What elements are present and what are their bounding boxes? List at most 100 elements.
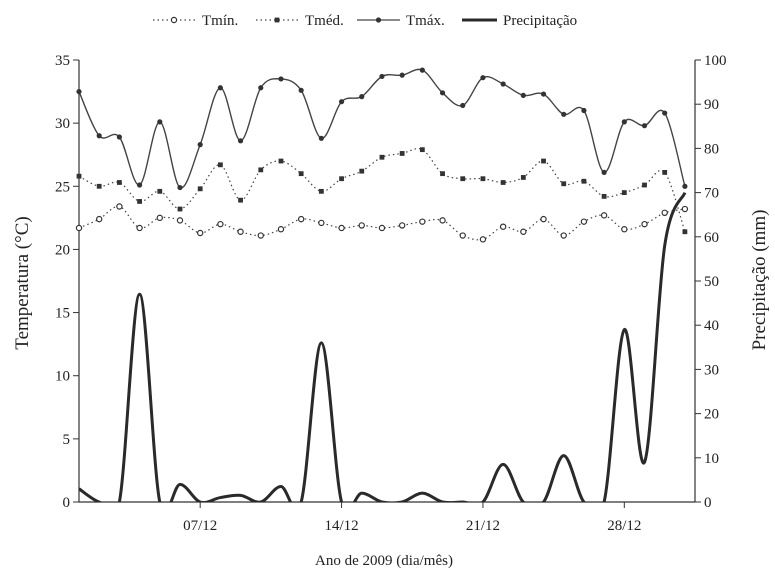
tmin-point: [520, 228, 527, 235]
y-tick-label: 20: [55, 242, 70, 258]
tmax-point: [460, 102, 466, 109]
y-tick-label: 35: [55, 53, 70, 69]
tmax-point: [439, 90, 446, 96]
tmin-point: [196, 229, 204, 237]
y2-tick-label: 80: [704, 141, 719, 157]
tmax-point: [480, 75, 486, 81]
tmin-point: [338, 224, 345, 232]
tmed-point: [217, 162, 223, 168]
tmin-point: [621, 226, 628, 233]
y2-tick-label: 90: [704, 97, 719, 113]
tmin-point: [580, 218, 588, 225]
tmax-point: [520, 92, 526, 98]
tmed-point: [238, 197, 243, 203]
y-axis-title: Temperatura (°C): [12, 216, 33, 349]
tmed-point: [440, 171, 445, 177]
x-tick-label: 14/12: [324, 518, 358, 534]
tmin-point: [136, 224, 143, 232]
y-tick-label: 15: [55, 306, 70, 322]
legend-label: Tmín.: [202, 13, 238, 29]
tmed-point: [621, 190, 627, 195]
tmax-point: [419, 67, 425, 73]
tmed-point: [480, 176, 486, 182]
tmax-point: [217, 85, 223, 91]
tmax-point: [662, 110, 668, 116]
tmin-point: [176, 217, 184, 224]
tmax-point: [278, 76, 284, 82]
tmax-point: [581, 107, 587, 114]
tmin-point: [297, 215, 305, 223]
axes-layer: 0 5 10 15 20 25 30 35 0 10 20 30 40 50 60 70 80 90 100 07/1…: [55, 53, 727, 534]
tmin-point: [641, 220, 648, 228]
tmed-point: [96, 183, 102, 189]
tmed-point: [177, 206, 183, 212]
y2-tick-label: 0: [704, 495, 712, 511]
tmax-point: [621, 119, 627, 125]
tmin-point: [479, 236, 487, 243]
tmax-point: [399, 72, 405, 78]
tmax-point: [379, 73, 385, 80]
tmax-point: [237, 138, 244, 144]
tmed-point: [76, 173, 82, 179]
y-tick-label: 30: [55, 116, 70, 132]
legend-marker: [375, 17, 382, 23]
tmed-point: [399, 151, 405, 156]
tmin-point: [318, 219, 325, 227]
tmax-point: [561, 111, 567, 117]
tmax-point: [76, 88, 82, 95]
tmed-point: [137, 199, 142, 204]
series-3: [76, 67, 688, 191]
tmax-point: [682, 183, 688, 189]
series-line: [78, 68, 686, 189]
tmin-point: [398, 222, 406, 229]
tmin-point: [257, 232, 264, 239]
tmax-point: [338, 99, 345, 105]
tmax-point: [197, 142, 203, 148]
tmed-point: [278, 158, 284, 164]
tmed-point: [601, 193, 607, 199]
series-1: [75, 203, 689, 243]
tmin-point: [499, 223, 507, 230]
tmed-point: [561, 181, 567, 187]
tmax-point: [500, 81, 506, 87]
legend: Tmín. Tméd. Tmáx. Precipitação: [153, 13, 577, 29]
y2-tick-label: 70: [704, 186, 719, 202]
tmax-point: [641, 123, 648, 129]
tmed-point: [318, 188, 324, 194]
tmax-point: [359, 94, 365, 100]
tmin-point: [217, 220, 224, 228]
series-2: [76, 147, 688, 235]
tmin-point: [358, 222, 365, 229]
legend-item-3: Tmáx.: [357, 13, 445, 29]
tmax-point: [601, 169, 607, 175]
tmax-point: [96, 133, 102, 139]
tmed-point: [116, 180, 122, 185]
x-tick-label: 21/12: [466, 518, 500, 534]
tmin-point: [116, 203, 123, 210]
legend-marker: [274, 17, 280, 23]
tmin-point: [75, 224, 83, 232]
tmed-point: [339, 176, 344, 182]
tmed-point: [419, 147, 425, 153]
tmax-point: [318, 135, 324, 141]
y-tick-label: 25: [55, 179, 70, 195]
tmin-point: [560, 232, 567, 239]
tmed-point: [258, 167, 264, 173]
y2-tick-label: 50: [704, 274, 719, 290]
legend-marker: [170, 16, 178, 24]
tmin-point: [661, 209, 668, 217]
tmax-point: [177, 184, 183, 191]
tmed-point: [581, 178, 587, 184]
plot-frame: [78, 60, 696, 503]
tmed-point: [460, 176, 466, 182]
tmin-point: [156, 214, 163, 222]
y2-tick-label: 100: [704, 53, 727, 69]
y2-tick-label: 10: [704, 451, 719, 467]
legend-label: Precipitação: [503, 13, 577, 29]
tmax-point: [540, 91, 547, 97]
legend-label: Tméd.: [305, 13, 344, 29]
y2-tick-label: 40: [704, 318, 719, 334]
legend-item-2: Tméd.: [256, 13, 344, 29]
tmed-point: [298, 171, 304, 177]
